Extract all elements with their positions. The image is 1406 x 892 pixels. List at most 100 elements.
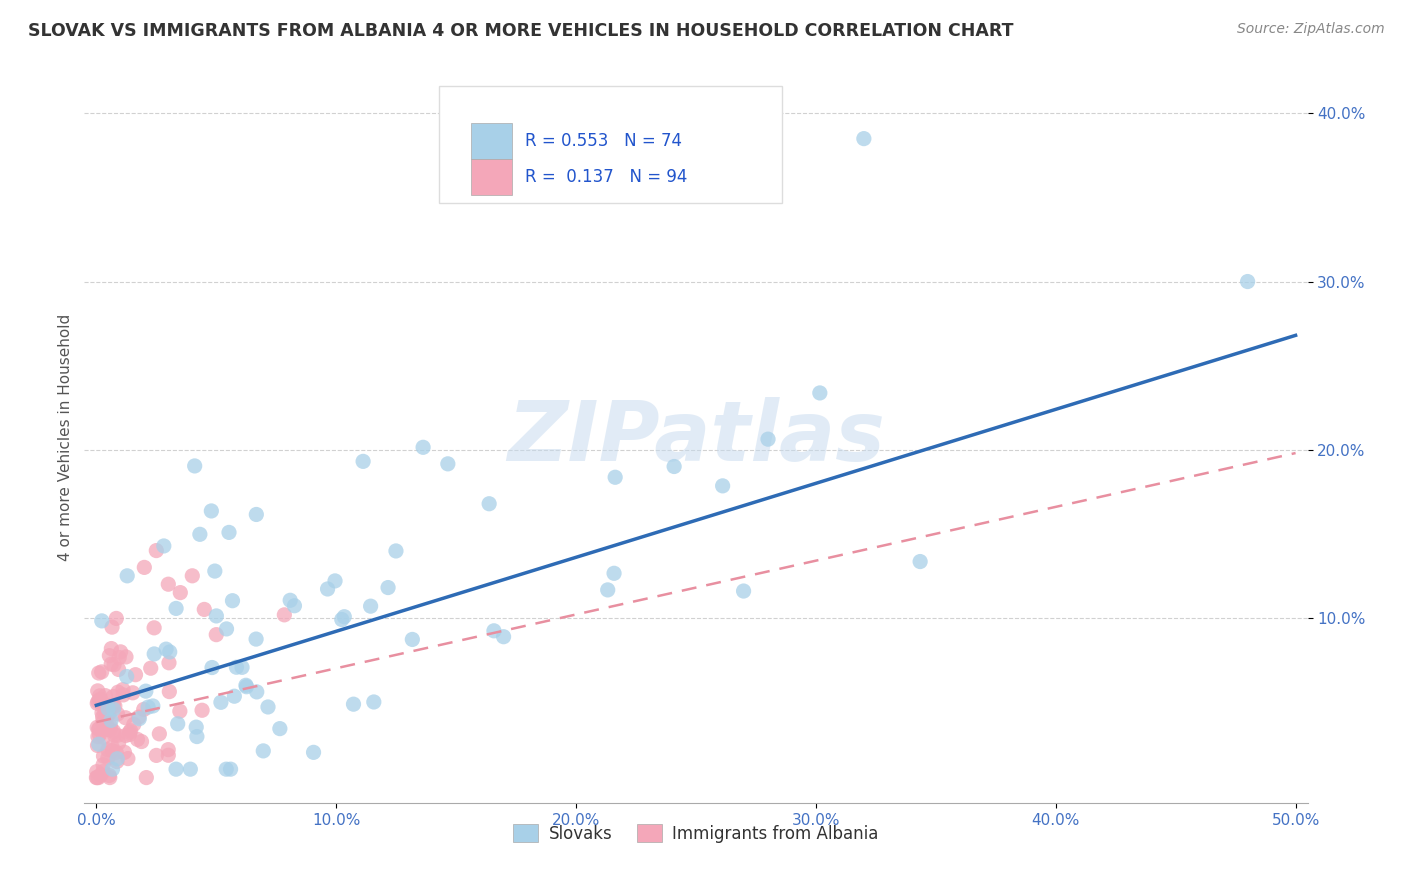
Point xyxy=(215,622,238,636)
Point xyxy=(412,440,434,454)
Point xyxy=(278,593,301,607)
Point xyxy=(165,601,187,615)
Point xyxy=(110,645,132,659)
Point xyxy=(169,585,191,599)
Point xyxy=(157,684,180,698)
Point xyxy=(191,703,214,717)
Point xyxy=(181,569,204,583)
Point xyxy=(155,642,177,657)
Point xyxy=(103,698,125,712)
Point xyxy=(252,744,274,758)
Point xyxy=(91,706,114,720)
Point xyxy=(711,479,734,493)
Point xyxy=(87,737,110,751)
Point xyxy=(87,730,110,744)
Point xyxy=(111,682,134,697)
Point xyxy=(100,720,122,734)
Point xyxy=(98,723,121,737)
Point xyxy=(159,645,181,659)
Point xyxy=(377,581,399,595)
FancyBboxPatch shape xyxy=(471,123,513,159)
Point xyxy=(148,727,170,741)
Point xyxy=(209,695,232,709)
Point xyxy=(100,657,122,672)
Point xyxy=(101,620,124,634)
Point xyxy=(128,712,150,726)
Point xyxy=(360,599,382,614)
Point xyxy=(219,762,242,776)
Point xyxy=(139,661,162,675)
Point xyxy=(86,696,108,710)
Point xyxy=(120,723,142,738)
Point xyxy=(89,689,111,703)
Point xyxy=(134,560,156,574)
Point xyxy=(605,470,627,484)
Point xyxy=(105,728,128,742)
Point xyxy=(143,647,166,661)
Point xyxy=(96,717,118,731)
Point xyxy=(128,710,150,724)
Point xyxy=(114,711,136,725)
Point xyxy=(115,649,138,664)
Point xyxy=(104,698,127,713)
Point xyxy=(221,593,243,607)
Point xyxy=(596,582,619,597)
Point xyxy=(183,458,205,473)
Point xyxy=(86,764,108,779)
Point xyxy=(127,732,149,747)
Point xyxy=(94,721,117,735)
Point xyxy=(118,725,141,739)
Point xyxy=(302,745,325,759)
Y-axis label: 4 or more Vehicles in Household: 4 or more Vehicles in Household xyxy=(58,313,73,561)
Point xyxy=(122,717,145,731)
Point xyxy=(201,660,224,674)
Point xyxy=(103,690,125,704)
Point xyxy=(87,694,110,708)
Point xyxy=(118,727,141,741)
Point xyxy=(204,564,226,578)
Text: R =  0.137   N = 94: R = 0.137 N = 94 xyxy=(524,169,688,186)
Point xyxy=(478,497,501,511)
Point xyxy=(87,722,110,736)
Point xyxy=(87,684,110,698)
Point xyxy=(662,459,685,474)
Point xyxy=(603,566,626,581)
Point xyxy=(98,768,121,782)
Point xyxy=(235,680,257,694)
Point xyxy=(117,751,139,765)
Point xyxy=(101,740,124,755)
Point xyxy=(115,669,138,683)
Point xyxy=(91,757,114,772)
Point xyxy=(205,627,228,641)
Point xyxy=(342,697,364,711)
FancyBboxPatch shape xyxy=(471,160,513,195)
Point xyxy=(89,692,111,706)
Point xyxy=(186,730,208,744)
Point xyxy=(91,714,114,729)
Point xyxy=(115,569,138,583)
Point xyxy=(89,693,111,707)
Point xyxy=(100,714,122,728)
Point xyxy=(482,624,505,638)
Point xyxy=(186,720,208,734)
Point xyxy=(273,607,295,622)
Point xyxy=(283,599,305,613)
Point xyxy=(124,667,146,681)
Point xyxy=(98,771,121,785)
Point xyxy=(145,748,167,763)
Point xyxy=(97,743,120,757)
Point xyxy=(330,613,353,627)
Text: Source: ZipAtlas.com: Source: ZipAtlas.com xyxy=(1237,22,1385,37)
Point xyxy=(90,768,112,782)
Point xyxy=(224,690,246,704)
Point xyxy=(89,722,111,736)
Point xyxy=(105,746,128,760)
Point xyxy=(91,764,114,779)
Point xyxy=(107,706,129,721)
Point xyxy=(86,771,108,785)
Point xyxy=(86,771,108,785)
Point xyxy=(908,555,931,569)
Point xyxy=(756,432,779,446)
Point xyxy=(86,720,108,734)
Point xyxy=(166,716,188,731)
